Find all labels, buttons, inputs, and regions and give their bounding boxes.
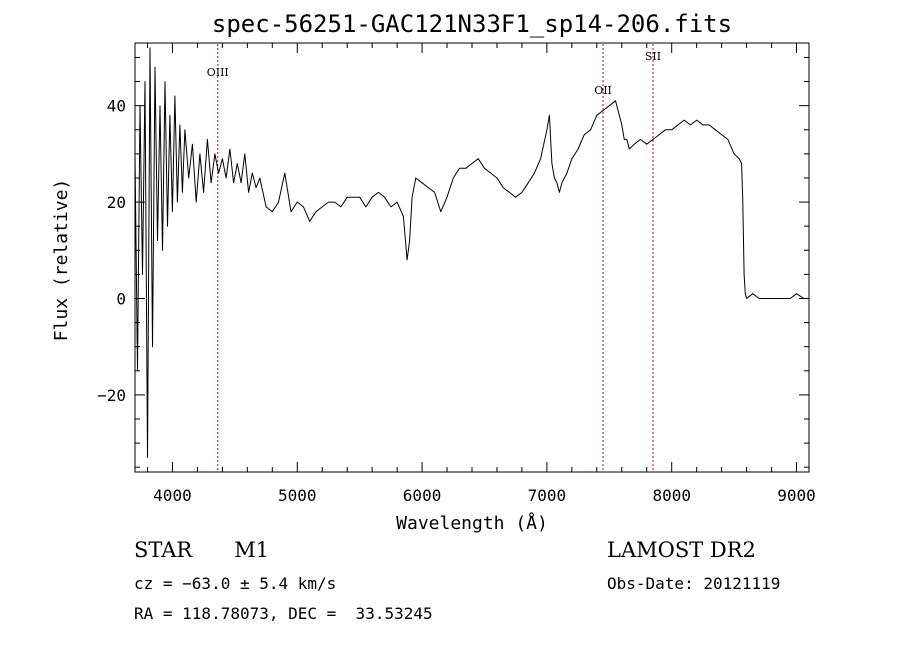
plot-frame — [134, 42, 810, 473]
line-label-sii: SII — [645, 50, 661, 63]
x-tick-label: 5000 — [278, 486, 317, 505]
chart-title: spec-56251-GAC121N33F1_sp14-206.fits — [212, 10, 732, 38]
x-tick-label: 9000 — [777, 486, 816, 505]
y-tick-label: 20 — [107, 193, 126, 212]
object-subclass: M1 — [234, 538, 270, 562]
axis-ticks: 4000 5000 6000 7000 8000 9000 −20 0 20 40 — [97, 43, 816, 505]
y-tick-label: 0 — [116, 289, 126, 308]
series-group — [134, 47, 805, 458]
y-axis-label: Flux (relative) — [51, 179, 72, 342]
x-tick-label: 4000 — [153, 486, 192, 505]
x-axis-label: Wavelength (Å) — [396, 512, 548, 534]
y-tick-label: −20 — [97, 386, 126, 405]
survey-label: LAMOST DR2 — [607, 538, 756, 562]
obs-date-text: Obs-Date: 20121119 — [607, 574, 781, 593]
object-type: STAR — [134, 538, 193, 562]
x-tick-label: 7000 — [528, 486, 567, 505]
line-label-oii: OII — [594, 84, 612, 97]
spectrum-line-0 — [134, 47, 805, 458]
emission-line-markers: OIII OII SII — [207, 44, 661, 471]
x-tick-label: 6000 — [403, 486, 442, 505]
radec-text: RA = 118.78073, DEC = 33.53245 — [134, 604, 433, 623]
y-tick-label: 40 — [107, 97, 126, 116]
redshift-text: cz = −63.0 ± 5.4 km/s — [134, 574, 337, 593]
object-class-line: STAR M1 — [134, 538, 269, 562]
line-label-oiii: OIII — [207, 66, 229, 79]
x-tick-label: 8000 — [652, 486, 691, 505]
